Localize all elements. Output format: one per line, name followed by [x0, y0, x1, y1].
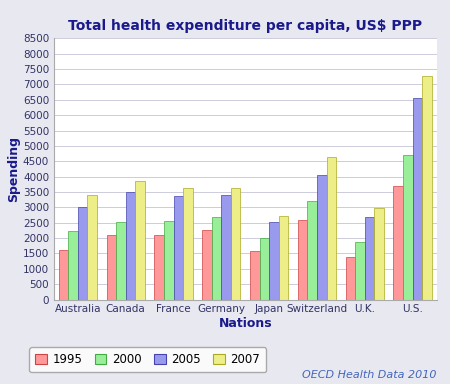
Bar [183, 188, 193, 300]
Bar [154, 235, 164, 300]
Bar [307, 200, 317, 300]
Bar [174, 196, 183, 300]
Bar [78, 207, 87, 300]
Bar [365, 217, 374, 300]
Bar [231, 188, 240, 300]
Bar [250, 251, 260, 300]
Bar [393, 186, 403, 300]
Bar [317, 175, 327, 300]
Bar [279, 216, 288, 300]
Bar [68, 231, 78, 300]
Title: Total health expenditure per capita, US$ PPP: Total health expenditure per capita, US$… [68, 19, 422, 33]
Bar [116, 222, 126, 300]
Bar [126, 192, 135, 300]
Bar [59, 250, 68, 300]
Bar [374, 208, 384, 300]
Bar [269, 222, 279, 300]
X-axis label: Nations: Nations [218, 317, 272, 330]
Y-axis label: Spending: Spending [7, 136, 20, 202]
Bar [107, 235, 116, 300]
Bar [202, 230, 212, 300]
Bar [403, 155, 413, 300]
Bar [327, 157, 336, 300]
Bar [87, 195, 97, 300]
Bar [212, 217, 221, 300]
Bar [135, 181, 145, 300]
Bar [355, 242, 365, 300]
Bar [221, 195, 231, 300]
Bar [422, 76, 432, 300]
Bar [346, 257, 355, 300]
Bar [298, 220, 307, 300]
Bar [413, 98, 422, 300]
Bar [260, 238, 269, 300]
Legend: 1995, 2000, 2005, 2007: 1995, 2000, 2005, 2007 [29, 347, 266, 372]
Bar [164, 221, 174, 300]
Text: OECD Health Data 2010: OECD Health Data 2010 [302, 370, 436, 380]
